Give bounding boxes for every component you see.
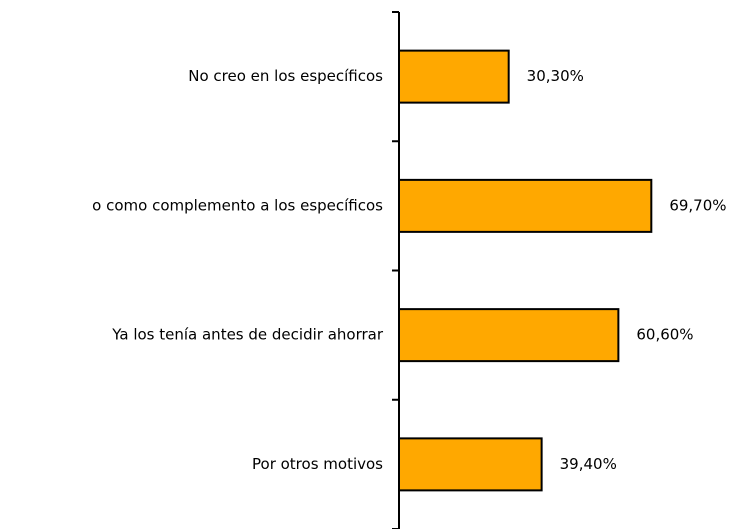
category-label: No creo en los específicos — [188, 67, 383, 85]
value-label: 39,40% — [560, 455, 617, 473]
bar — [398, 437, 543, 492]
bar — [398, 308, 620, 363]
value-label: 60,60% — [636, 326, 693, 344]
bar — [398, 178, 653, 233]
bar — [398, 49, 510, 104]
category-label: Ya los tenía antes de decidir ahorrar — [111, 326, 384, 344]
category-label: o como complemento a los específicos — [92, 196, 383, 214]
value-label: 69,70% — [669, 196, 726, 214]
value-label: 30,30% — [527, 67, 584, 85]
category-label: Por otros motivos — [252, 455, 383, 473]
